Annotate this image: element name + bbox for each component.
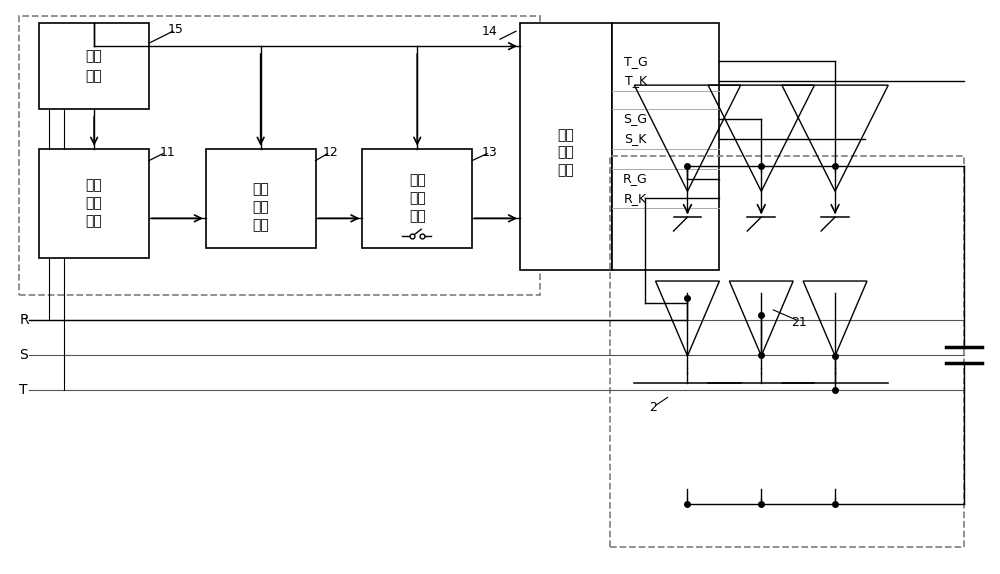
Text: T: T — [19, 382, 28, 397]
Text: 使能: 使能 — [409, 173, 426, 188]
Text: 21: 21 — [791, 316, 807, 329]
Bar — [610, 156, 964, 547]
Text: 检测: 检测 — [252, 200, 269, 214]
Bar — [362, 149, 472, 248]
Bar — [39, 24, 149, 109]
Text: T_G: T_G — [624, 55, 647, 68]
Text: 14: 14 — [482, 25, 498, 38]
Bar — [19, 16, 540, 295]
Text: S_G: S_G — [624, 113, 648, 125]
Text: 驱动: 驱动 — [557, 146, 574, 160]
Text: 13: 13 — [482, 146, 498, 159]
Text: 11: 11 — [160, 146, 176, 159]
Text: 12: 12 — [323, 146, 338, 159]
Text: T_K: T_K — [625, 75, 647, 87]
Text: 2: 2 — [649, 401, 657, 414]
Text: 电路: 电路 — [86, 69, 103, 83]
Text: 电路: 电路 — [557, 164, 574, 177]
Text: 电路: 电路 — [409, 210, 426, 223]
Text: R_G: R_G — [623, 172, 648, 185]
Text: 电压: 电压 — [86, 179, 103, 192]
Text: 缺相: 缺相 — [252, 183, 269, 196]
Bar — [520, 24, 612, 270]
Text: 15: 15 — [168, 23, 184, 36]
Text: S: S — [19, 348, 28, 362]
Text: R_K: R_K — [624, 192, 647, 205]
Text: 电路: 电路 — [86, 214, 103, 228]
Text: 电路: 电路 — [252, 218, 269, 232]
Text: 恒流: 恒流 — [557, 128, 574, 142]
Text: 输出: 输出 — [409, 192, 426, 205]
Bar — [612, 24, 719, 270]
Bar — [39, 149, 149, 258]
Text: R: R — [19, 313, 29, 327]
Text: S_K: S_K — [624, 132, 647, 145]
Text: 检测: 检测 — [86, 196, 103, 211]
Text: 供电: 供电 — [86, 49, 103, 63]
Bar — [206, 149, 316, 248]
